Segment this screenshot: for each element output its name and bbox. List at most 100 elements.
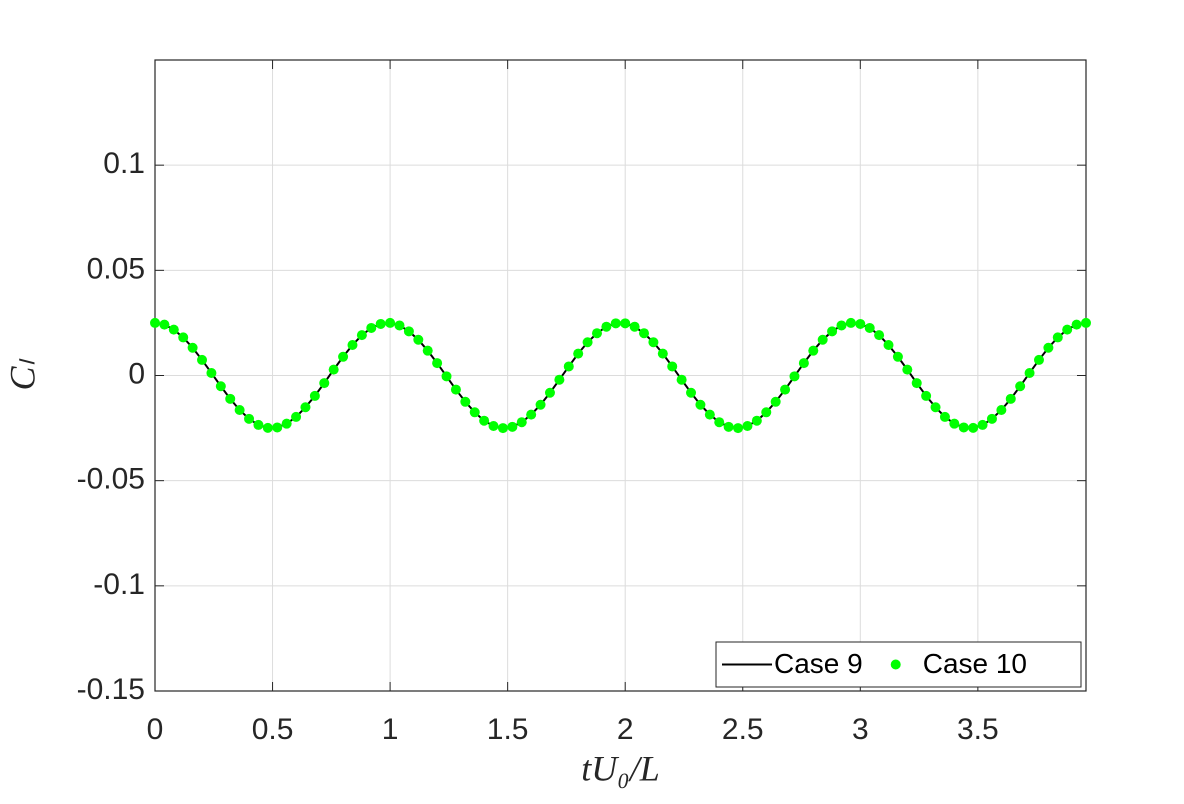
data-point	[244, 413, 255, 424]
data-point	[1005, 393, 1016, 404]
x-tick-label: 1	[382, 713, 399, 746]
data-point	[742, 420, 753, 431]
legend-label: Case 10	[923, 648, 1027, 679]
data-point	[197, 354, 208, 365]
legend-label: Case 9	[774, 648, 863, 679]
data-point	[582, 337, 593, 348]
data-point	[591, 328, 602, 339]
y-tick-label: 0.05	[87, 252, 145, 285]
data-point	[780, 384, 791, 395]
data-point	[855, 318, 866, 329]
data-point	[676, 374, 687, 385]
data-point	[996, 404, 1007, 415]
data-point	[1081, 317, 1091, 328]
data-point	[385, 317, 396, 328]
data-point	[563, 361, 574, 372]
x-tick-label: 2.5	[722, 713, 764, 746]
data-point	[639, 328, 650, 339]
data-point	[714, 417, 725, 428]
data-point	[930, 402, 941, 413]
data-point	[695, 399, 706, 410]
data-point	[291, 411, 302, 422]
data-point	[460, 396, 471, 407]
data-point	[1071, 319, 1082, 330]
data-point	[704, 409, 715, 420]
data-point	[1015, 381, 1026, 392]
data-point	[761, 407, 772, 418]
data-point	[667, 361, 678, 372]
data-point	[187, 342, 198, 353]
data-point	[723, 421, 734, 432]
x-axis-label: tU₀/L	[581, 748, 660, 788]
data-point	[827, 326, 838, 337]
legend: Case 9 Case 10	[715, 641, 1082, 688]
data-point	[968, 422, 979, 433]
data-point	[338, 351, 349, 362]
data-point	[262, 422, 273, 433]
data-point	[554, 374, 565, 385]
data-point	[441, 371, 452, 382]
data-point	[1024, 367, 1035, 378]
data-point	[497, 423, 508, 434]
data-point	[234, 404, 245, 415]
data-point	[921, 390, 932, 401]
y-tick-label: 0.1	[103, 147, 145, 180]
data-point	[770, 396, 781, 407]
data-point	[319, 378, 330, 389]
x-tick-label: 3.5	[957, 713, 999, 746]
data-point	[817, 334, 828, 345]
data-point	[986, 413, 997, 424]
data-point	[977, 419, 988, 430]
data-point	[328, 364, 339, 375]
x-tick-label: 1.5	[487, 713, 529, 746]
data-point	[1043, 342, 1054, 353]
data-point	[488, 420, 499, 431]
y-tick-label: -0.15	[77, 673, 145, 706]
data-point	[949, 418, 960, 429]
data-point	[911, 378, 922, 389]
data-point	[629, 321, 640, 332]
y-tick-label: -0.1	[93, 568, 145, 601]
data-point	[479, 415, 490, 426]
data-point	[789, 371, 800, 382]
data-point	[206, 367, 217, 378]
data-point	[808, 345, 819, 356]
data-point	[864, 322, 875, 333]
plot-frame	[154, 59, 1087, 692]
data-point	[1052, 332, 1063, 343]
data-point	[902, 364, 913, 375]
data-point	[573, 348, 584, 359]
data-point	[253, 419, 264, 430]
data-point	[159, 319, 170, 330]
data-point	[535, 399, 546, 410]
data-point	[347, 340, 358, 351]
data-point	[1062, 324, 1073, 335]
data-point	[657, 348, 668, 359]
data-point	[281, 418, 292, 429]
legend-box	[715, 641, 1082, 688]
data-point	[450, 384, 461, 395]
data-point	[798, 358, 809, 369]
data-point	[225, 393, 236, 404]
data-point	[356, 330, 367, 341]
data-point	[309, 390, 320, 401]
x-tick-label: 0.5	[252, 713, 294, 746]
data-point	[215, 381, 226, 392]
data-point	[939, 411, 950, 422]
data-point	[686, 387, 697, 398]
data-point	[610, 318, 621, 329]
data-point	[526, 409, 537, 420]
data-point	[150, 317, 160, 328]
data-point	[836, 320, 847, 331]
data-point	[168, 324, 179, 335]
data-point	[845, 317, 856, 328]
data-point	[648, 337, 659, 348]
data-point	[375, 318, 386, 329]
data-point	[272, 422, 283, 433]
data-point	[1033, 354, 1044, 365]
y-tick-label: -0.05	[77, 463, 145, 496]
data-point	[516, 417, 527, 428]
data-point	[366, 322, 377, 333]
data-point	[601, 321, 612, 332]
